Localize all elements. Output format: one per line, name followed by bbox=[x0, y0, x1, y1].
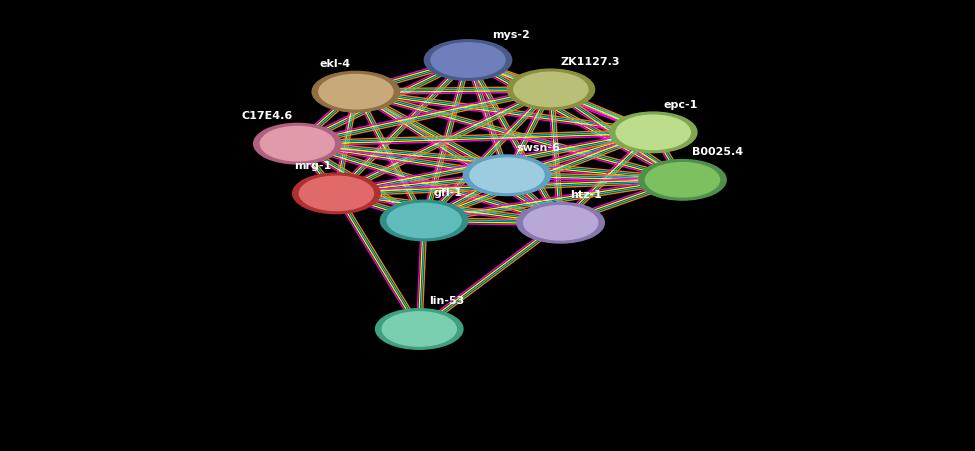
Circle shape bbox=[387, 204, 461, 238]
Circle shape bbox=[463, 156, 551, 196]
Circle shape bbox=[645, 163, 720, 198]
Circle shape bbox=[319, 75, 393, 110]
Circle shape bbox=[424, 41, 512, 81]
Circle shape bbox=[514, 73, 588, 107]
Circle shape bbox=[312, 72, 400, 113]
Text: swsn-6: swsn-6 bbox=[517, 142, 561, 152]
Text: B0025.4: B0025.4 bbox=[692, 147, 743, 157]
Circle shape bbox=[260, 127, 334, 161]
Circle shape bbox=[507, 70, 595, 110]
Circle shape bbox=[470, 159, 544, 193]
Circle shape bbox=[380, 201, 468, 241]
Circle shape bbox=[375, 309, 463, 350]
Text: lin-53: lin-53 bbox=[429, 295, 464, 306]
Text: mys-2: mys-2 bbox=[492, 29, 530, 40]
Circle shape bbox=[431, 44, 505, 78]
Circle shape bbox=[292, 174, 380, 214]
Circle shape bbox=[524, 206, 598, 240]
Text: mrg-1: mrg-1 bbox=[294, 160, 332, 170]
Circle shape bbox=[616, 116, 690, 150]
Circle shape bbox=[517, 203, 604, 244]
Circle shape bbox=[639, 160, 726, 201]
Text: ZK1127.3: ZK1127.3 bbox=[561, 56, 620, 66]
Circle shape bbox=[609, 113, 697, 153]
Circle shape bbox=[382, 312, 456, 346]
Circle shape bbox=[254, 124, 341, 165]
Text: gfl-1: gfl-1 bbox=[434, 187, 463, 198]
Text: C17E4.6: C17E4.6 bbox=[241, 110, 292, 120]
Text: htz-1: htz-1 bbox=[570, 189, 603, 199]
Text: epc-1: epc-1 bbox=[663, 99, 697, 110]
Text: ekl-4: ekl-4 bbox=[320, 59, 351, 69]
Circle shape bbox=[299, 177, 373, 211]
